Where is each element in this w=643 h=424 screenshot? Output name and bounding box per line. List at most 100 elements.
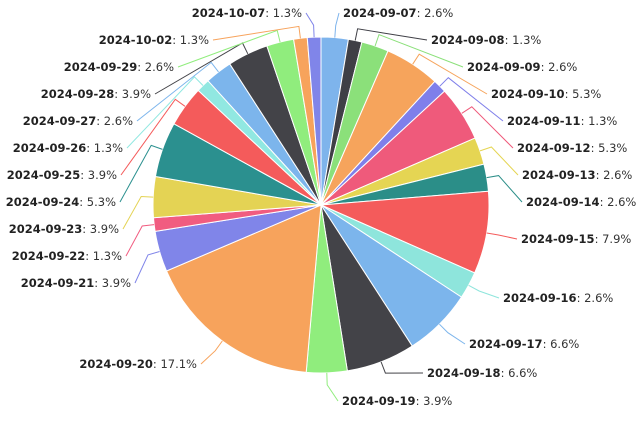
connector-2024-09-17	[439, 323, 466, 345]
data-labels: 2024-09-07: 2.6%2024-09-08: 1.3%2024-09-…	[6, 6, 637, 408]
connector-2024-09-26	[126, 76, 204, 149]
data-label-value: : 5.3%	[591, 141, 628, 155]
data-label-2024-09-10: 2024-09-10: 5.3%	[491, 87, 601, 101]
data-label-2024-09-24: 2024-09-24: 5.3%	[6, 195, 116, 209]
data-label-date: 2024-09-10	[491, 87, 565, 101]
data-label-value: : 3.9%	[416, 394, 453, 408]
data-label-value: : 1.3%	[86, 141, 123, 155]
connector-2024-09-23	[122, 195, 154, 230]
data-label-date: 2024-09-08	[431, 33, 505, 47]
data-label-date: 2024-10-07	[192, 6, 266, 20]
connector-2024-09-24	[119, 144, 163, 203]
data-label-date: 2024-09-23	[9, 222, 83, 236]
data-label-2024-09-07: 2024-09-07: 2.6%	[343, 6, 453, 20]
data-label-value: : 2.6%	[137, 60, 174, 74]
data-label-2024-09-25: 2024-09-25: 3.9%	[7, 168, 117, 182]
connector-2024-09-16	[468, 284, 500, 299]
data-label-2024-09-16: 2024-09-16: 2.6%	[503, 291, 613, 305]
connector-2024-09-20	[200, 340, 223, 365]
data-label-value: : 1.3%	[505, 33, 542, 47]
data-label-2024-09-27: 2024-09-27: 2.6%	[23, 114, 133, 128]
data-label-date: 2024-09-28	[41, 87, 115, 101]
data-label-date: 2024-09-16	[503, 291, 577, 305]
data-label-date: 2024-10-02	[99, 33, 173, 47]
connector-2024-10-07	[305, 12, 315, 38]
data-label-value: : 3.9%	[80, 168, 117, 182]
data-label-value: : 3.9%	[94, 276, 131, 290]
connector-2024-09-15	[486, 232, 518, 240]
data-label-value: : 3.9%	[114, 87, 151, 101]
data-label-value: : 2.6%	[596, 168, 633, 182]
data-label-date: 2024-09-15	[521, 232, 595, 246]
connector-2024-09-08	[354, 28, 428, 41]
data-label-value: : 6.6%	[543, 337, 580, 351]
data-label-2024-09-29: 2024-09-29: 2.6%	[64, 60, 174, 74]
label-connectors	[119, 12, 523, 402]
connector-2024-09-29	[177, 29, 281, 68]
pie-slices	[152, 36, 490, 374]
data-label-2024-10-07: 2024-10-07: 1.3%	[192, 6, 302, 20]
connector-2024-09-07	[334, 12, 340, 38]
data-label-date: 2024-09-07	[343, 6, 417, 20]
connector-2024-10-02	[212, 25, 301, 41]
data-label-value: : 3.9%	[82, 222, 119, 236]
data-label-2024-09-09: 2024-09-09: 2.6%	[467, 60, 577, 74]
data-label-date: 2024-09-24	[6, 195, 80, 209]
data-label-date: 2024-09-26	[13, 141, 87, 155]
data-label-2024-09-08: 2024-09-08: 1.3%	[431, 33, 541, 47]
data-label-date: 2024-09-19	[342, 394, 416, 408]
data-label-value: : 2.6%	[417, 6, 454, 20]
data-label-2024-09-18: 2024-09-18: 6.6%	[427, 366, 537, 380]
data-label-value: : 17.1%	[153, 357, 197, 371]
data-label-2024-09-14: 2024-09-14: 2.6%	[526, 195, 636, 209]
connector-2024-09-11	[439, 77, 504, 122]
data-label-2024-09-17: 2024-09-17: 6.6%	[469, 337, 579, 351]
data-label-2024-10-02: 2024-10-02: 1.3%	[99, 33, 209, 47]
data-label-date: 2024-09-18	[427, 366, 501, 380]
data-label-2024-09-21: 2024-09-21: 3.9%	[21, 276, 131, 290]
data-label-date: 2024-09-29	[64, 60, 138, 74]
data-label-2024-09-26: 2024-09-26: 1.3%	[13, 141, 123, 155]
data-label-date: 2024-09-12	[517, 141, 591, 155]
data-label-2024-09-23: 2024-09-23: 3.9%	[9, 222, 119, 236]
data-label-value: : 1.3%	[172, 33, 209, 47]
data-label-date: 2024-09-20	[79, 357, 153, 371]
data-label-date: 2024-09-17	[469, 337, 543, 351]
data-label-date: 2024-09-25	[7, 168, 81, 182]
data-label-date: 2024-09-27	[23, 114, 97, 128]
data-label-value: : 2.6%	[541, 60, 578, 74]
connector-2024-09-22	[125, 224, 155, 257]
data-label-2024-09-22: 2024-09-22: 1.3%	[12, 249, 122, 263]
data-label-2024-09-20: 2024-09-20: 17.1%	[79, 357, 197, 371]
data-label-value: : 2.6%	[600, 195, 637, 209]
connector-2024-09-10	[412, 53, 488, 95]
data-label-value: : 2.6%	[577, 291, 614, 305]
connector-2024-09-27	[136, 61, 219, 122]
connector-2024-09-09	[374, 33, 464, 68]
data-label-2024-09-12: 2024-09-12: 5.3%	[517, 141, 627, 155]
connector-2024-09-12	[461, 106, 514, 149]
pie-slice-2024-09-20[interactable]	[165, 204, 322, 373]
data-label-value: : 1.3%	[85, 249, 122, 263]
data-label-date: 2024-09-11	[507, 114, 581, 128]
data-label-2024-09-13: 2024-09-13: 2.6%	[522, 168, 632, 182]
data-label-2024-09-28: 2024-09-28: 3.9%	[41, 87, 151, 101]
data-label-2024-09-15: 2024-09-15: 7.9%	[521, 232, 631, 246]
pie-slice-2024-10-07[interactable]	[306, 36, 322, 206]
data-label-date: 2024-09-21	[21, 276, 95, 290]
connector-2024-09-21	[134, 251, 160, 284]
data-label-date: 2024-09-13	[522, 168, 596, 182]
data-label-date: 2024-09-14	[526, 195, 600, 209]
data-label-value: : 5.3%	[565, 87, 602, 101]
data-label-value: : 6.6%	[501, 366, 538, 380]
connector-2024-09-19	[326, 372, 339, 402]
data-label-value: : 1.3%	[581, 114, 618, 128]
data-label-date: 2024-09-09	[467, 60, 541, 74]
data-label-value: : 7.9%	[595, 232, 632, 246]
connector-2024-09-14	[486, 175, 523, 203]
connector-2024-09-18	[380, 361, 424, 374]
data-label-date: 2024-09-22	[12, 249, 86, 263]
data-label-2024-09-11: 2024-09-11: 1.3%	[507, 114, 617, 128]
